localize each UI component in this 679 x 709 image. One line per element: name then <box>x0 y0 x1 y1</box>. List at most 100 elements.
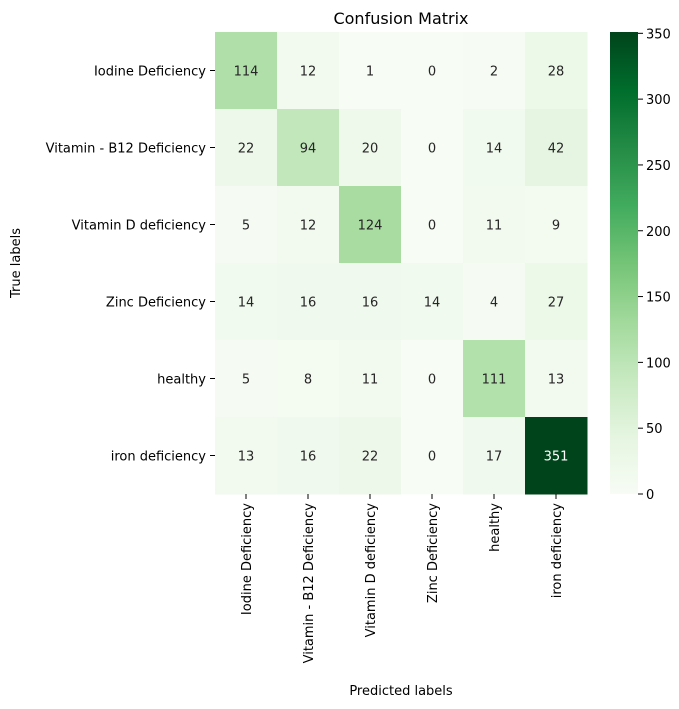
x-tick-label: healthy <box>488 503 503 552</box>
y-tick-label: Vitamin D deficiency <box>72 219 207 234</box>
cell-value-label: 0 <box>428 219 436 234</box>
x-tick-label: Zinc Deficiency <box>426 503 441 603</box>
heatmap-cells <box>215 32 588 495</box>
cell-value-label: 13 <box>238 450 255 465</box>
heatmap-cell <box>463 263 526 341</box>
heatmap-cell <box>525 340 588 418</box>
heatmap-cell <box>525 32 588 110</box>
cell-value-label: 12 <box>300 219 317 234</box>
cell-value-label: 5 <box>242 219 250 234</box>
heatmap-cell <box>339 32 402 110</box>
cell-value-label: 22 <box>362 450 379 465</box>
heatmap-cell <box>277 263 340 341</box>
colorbar-tick-label: 0 <box>646 488 654 503</box>
cell-value-label: 28 <box>548 65 565 80</box>
cell-value-label: 0 <box>428 450 436 465</box>
cell-value-label: 42 <box>548 142 565 157</box>
x-axis-label: Predicted labels <box>349 684 453 699</box>
heatmap-cell <box>339 263 402 341</box>
y-axis-ticks: Iodine Deficiency Vitamin - B12 Deficienc… <box>46 65 215 465</box>
heatmap-cell <box>215 263 278 341</box>
heatmap-cell <box>215 340 278 418</box>
cell-value-label: 124 <box>358 219 383 234</box>
heatmap-cell <box>339 417 402 495</box>
heatmap-cell <box>339 186 402 264</box>
cell-value-label: 16 <box>300 296 317 311</box>
cell-value-label: 12 <box>300 65 317 80</box>
cell-value-label: 114 <box>234 65 259 80</box>
cell-value-label: 16 <box>362 296 379 311</box>
colorbar-tick-label: 150 <box>646 291 671 306</box>
cell-value-label: 94 <box>300 142 317 157</box>
heatmap-cell <box>401 186 464 264</box>
colorbar-tick-label: 250 <box>646 159 671 174</box>
cell-value-label: 14 <box>424 296 441 311</box>
y-tick-label: healthy <box>157 373 206 388</box>
heatmap-cell <box>463 340 526 418</box>
heatmap-cell <box>463 417 526 495</box>
cell-value-label: 14 <box>486 142 503 157</box>
y-tick-label: Iodine Deficiency <box>94 65 206 80</box>
cell-value-label: 11 <box>486 219 503 234</box>
colorbar-tick-label: 300 <box>646 93 671 108</box>
heatmap-cell <box>401 32 464 110</box>
cell-value-label: 11 <box>362 373 379 388</box>
cell-value-label: 27 <box>548 296 565 311</box>
cell-value-label: 0 <box>428 373 436 388</box>
cell-value-label: 9 <box>552 219 560 234</box>
cell-value-label: 4 <box>490 296 498 311</box>
heatmap-cell <box>401 340 464 418</box>
heatmap-cell <box>463 109 526 187</box>
heatmap-cell <box>215 417 278 495</box>
heatmap-cell <box>277 32 340 110</box>
heatmap-cell <box>463 186 526 264</box>
y-tick-label: Zinc Deficiency <box>106 296 206 311</box>
cell-value-label: 0 <box>428 142 436 157</box>
heatmap-cell <box>525 109 588 187</box>
heatmap-cell <box>401 263 464 341</box>
y-tick-label: iron deficiency <box>111 450 207 465</box>
cell-value-label: 14 <box>238 296 255 311</box>
x-tick-label: iron deficiency <box>550 503 565 599</box>
y-axis-label: True labels <box>9 228 24 299</box>
cell-value-label: 2 <box>490 65 498 80</box>
heatmap-cell <box>525 417 588 495</box>
x-tick-label: Iodine Deficiency <box>240 503 255 615</box>
cell-value-label: 111 <box>482 373 507 388</box>
heatmap-cell <box>339 109 402 187</box>
x-tick-label: Vitamin D deficiency <box>364 503 379 638</box>
cell-value-label: 5 <box>242 373 250 388</box>
cell-value-label: 16 <box>300 450 317 465</box>
heatmap-cell <box>339 340 402 418</box>
heatmap-cell <box>277 109 340 187</box>
heatmap-cell <box>401 417 464 495</box>
cell-value-label: 8 <box>304 373 312 388</box>
heatmap-cell <box>215 186 278 264</box>
heatmap-cell <box>215 32 278 110</box>
cell-value-label: 20 <box>362 142 379 157</box>
x-tick-label: Vitamin - B12 Deficiency <box>302 503 317 664</box>
cell-value-label: 351 <box>544 450 569 465</box>
heatmap-cell <box>277 186 340 264</box>
cell-value-label: 22 <box>238 142 255 157</box>
heatmap-cell <box>277 340 340 418</box>
chart-title: Confusion Matrix <box>333 9 468 28</box>
cell-value-label: 13 <box>548 373 565 388</box>
x-axis-ticks: Iodine Deficiency Vitamin - B12 Deficienc… <box>240 494 565 663</box>
cell-value-label: 0 <box>428 65 436 80</box>
colorbar-tick-label: 50 <box>646 422 663 437</box>
cell-value-label: 1 <box>366 65 374 80</box>
heatmap-cell <box>215 109 278 187</box>
colorbar-tick-label: 200 <box>646 225 671 240</box>
cell-value-label: 17 <box>486 450 503 465</box>
colorbar-tick-label: 350 <box>646 27 671 42</box>
colorbar <box>610 32 638 494</box>
heatmap-cell <box>401 109 464 187</box>
colorbar-tick-label: 100 <box>646 356 671 371</box>
colorbar-ticks: 0 50 100 150 200 250 300 350 <box>638 27 671 503</box>
y-tick-label: Vitamin - B12 Deficiency <box>46 142 207 157</box>
heatmap-cell <box>463 32 526 110</box>
heatmap-cell <box>525 263 588 341</box>
